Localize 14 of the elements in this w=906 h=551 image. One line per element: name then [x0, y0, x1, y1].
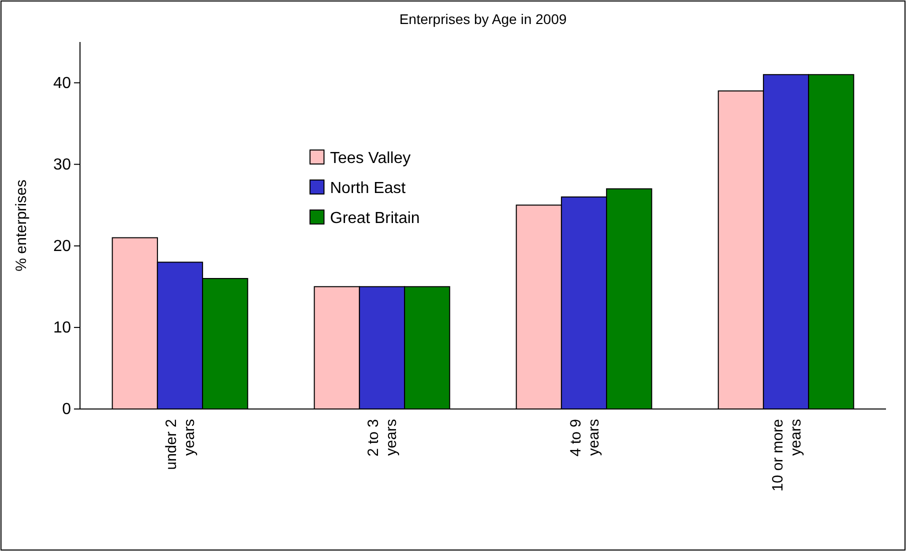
y-tick-label: 0: [62, 401, 72, 418]
legend-label: Great Britain: [330, 210, 420, 227]
legend-label: Tees Valley: [330, 150, 411, 167]
chart-title: Enterprises by Age in 2009: [399, 11, 567, 27]
x-tick-label: 4 to 9 years: [567, 419, 602, 457]
y-tick-label: 30: [53, 156, 72, 174]
x-tick-label: under 2 years: [163, 419, 198, 470]
x-tick-label: 10 or more years: [769, 419, 804, 492]
y-tick-label: 40: [53, 74, 72, 92]
y-tick-label: 20: [53, 238, 72, 256]
y-axis-title: % enterprises: [13, 180, 30, 272]
y-tick-label: 10: [53, 320, 72, 337]
legend-label: North East: [330, 180, 406, 197]
x-tick-label: 2 to 3 years: [365, 419, 400, 457]
